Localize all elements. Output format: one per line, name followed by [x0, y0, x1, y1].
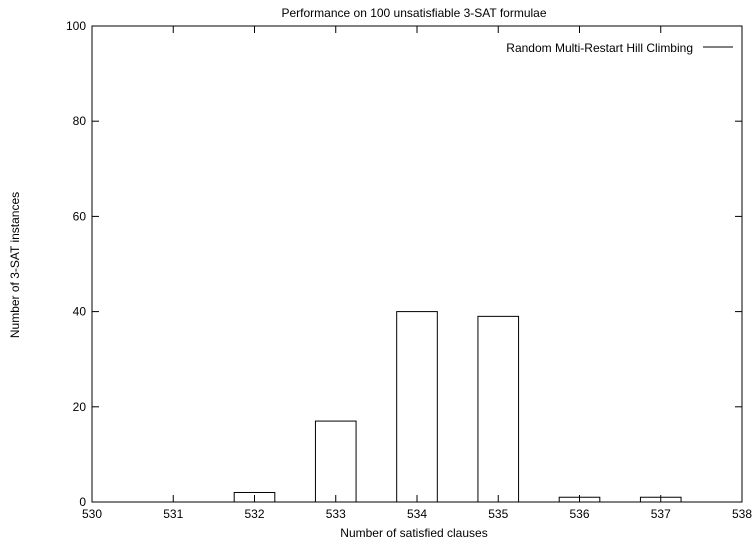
bar-533 [314, 420, 357, 503]
y-tick-label: 60 [73, 209, 87, 223]
legend-label: Random Multi-Restart Hill Climbing [506, 41, 693, 55]
y-tick-label: 100 [66, 19, 86, 33]
legend: Random Multi-Restart Hill Climbing [506, 41, 733, 55]
bar-536 [558, 496, 601, 503]
x-tick-label: 535 [488, 507, 508, 521]
bar-534 [396, 311, 438, 503]
y-tick-label: 80 [73, 114, 87, 128]
x-tick-label: 534 [407, 507, 427, 521]
y-axis-label: Number of 3-SAT instances [8, 192, 22, 338]
y-tick-label: 40 [73, 305, 87, 319]
x-tick-label: 537 [651, 507, 671, 521]
plot-border [91, 25, 743, 503]
x-tick-label: 530 [82, 507, 102, 521]
bar-537 [639, 496, 682, 503]
y-axis: 0 20 40 60 80 100 [66, 19, 742, 509]
bar-535 [477, 315, 520, 503]
bar-series [233, 311, 682, 503]
x-tick-label: 536 [569, 507, 589, 521]
x-tick-label: 532 [244, 507, 264, 521]
chart-title: Performance on 100 unsatisfiable 3-SAT f… [281, 6, 546, 20]
x-axis-label: Number of satisfied clauses [340, 526, 487, 540]
x-tick-label: 538 [732, 507, 752, 521]
y-tick-label: 0 [79, 495, 86, 509]
x-tick-label: 533 [326, 507, 346, 521]
x-tick-label: 531 [163, 507, 183, 521]
x-axis: 530 531 532 533 534 535 536 537 538 [82, 26, 752, 521]
bar-532 [233, 491, 276, 503]
plot-area [91, 25, 743, 503]
y-tick-label: 20 [73, 400, 87, 414]
